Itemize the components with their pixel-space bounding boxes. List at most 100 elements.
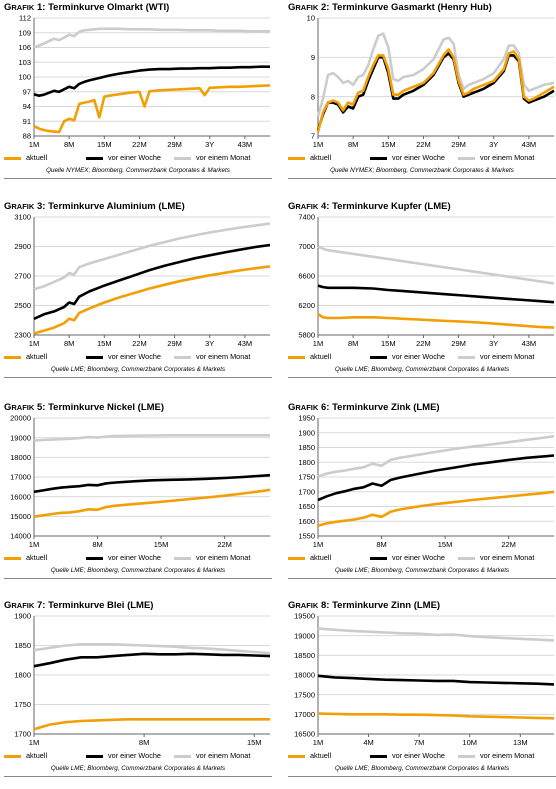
panel-divider xyxy=(288,776,556,777)
chart-source: Quelle LME; Bloomberg, Commerzbank Corpo… xyxy=(288,366,556,373)
chart-source: Quelle LME; Bloomberg, Commerzbank Corpo… xyxy=(4,765,272,772)
legend-swatch-month xyxy=(174,157,191,160)
x-tick-label: 43M xyxy=(522,339,537,348)
x-tick-label: 1M xyxy=(313,540,323,549)
x-tick-label: 29M xyxy=(167,339,182,348)
series-line-aktuell xyxy=(317,712,555,720)
y-tick-label: 3100 xyxy=(14,213,31,222)
chart-title: GRAFIK 1: Terminkurve Olmarkt (WTI) xyxy=(4,2,170,13)
chart-svg: 7 8 9 10 1M 8M 15M 22M 29M 3Y 43M xyxy=(307,14,555,149)
x-tick-label: 29M xyxy=(451,339,466,348)
y-tick-label: 88 xyxy=(23,132,31,141)
x-tick-label: 7M xyxy=(414,738,424,747)
legend-label: vor einem Monat xyxy=(196,153,251,162)
chart-title: GRAFIK 2: Terminkurve Gasmarkt (Henry Hu… xyxy=(288,2,492,13)
chart-source: Quelle LME; Bloomberg, Commerzbank Corpo… xyxy=(4,366,272,373)
x-tick-label: 15M xyxy=(381,140,396,149)
y-tick-label: 8 xyxy=(311,92,315,101)
source-text: LME; Bloomberg, Commerzbank Corporates &… xyxy=(354,366,510,373)
y-tick-label: 5800 xyxy=(298,331,315,340)
x-tick-label: 1M xyxy=(29,339,39,348)
series-line-vor-einem-monat xyxy=(316,32,555,117)
y-tick-label: 19000 xyxy=(10,433,31,442)
legend-label: aktuell xyxy=(310,153,332,162)
grafik-label: GRAFIK xyxy=(288,600,318,611)
x-tick-label: 15M xyxy=(97,140,112,149)
y-tick-label: 109 xyxy=(18,28,31,37)
chart-source: Quelle NYMEX; Bloomberg, Commerzbank Cor… xyxy=(4,167,272,174)
y-tick-label: 7400 xyxy=(298,213,315,222)
chart-number: 2 xyxy=(320,2,327,13)
legend-label: vor einer Woche xyxy=(108,553,161,562)
y-tick-label: 2300 xyxy=(14,331,31,340)
source-text: LME; Bloomberg, Commerzbank Corporates &… xyxy=(70,366,226,373)
y-tick-label: 1900 xyxy=(298,428,315,437)
x-tick-label: 29M xyxy=(167,140,182,149)
panel-divider xyxy=(4,578,272,579)
source-prefix: Quelle xyxy=(46,167,67,174)
x-tick-label: 1M xyxy=(313,339,323,348)
y-tick-label: 1850 xyxy=(14,641,31,650)
series-line-vor-einem-monat xyxy=(317,245,555,285)
chart-number: 5 xyxy=(36,402,43,413)
x-tick-label: 3Y xyxy=(489,140,498,149)
legend-swatch-week xyxy=(86,557,103,560)
legend-label: vor einer Woche xyxy=(392,352,445,361)
grafik-rest-letters: RAFIK xyxy=(11,3,35,12)
y-tick-label: 16500 xyxy=(294,730,315,739)
y-tick-label: 6600 xyxy=(298,272,315,281)
legend-label: vor einer Woche xyxy=(108,352,161,361)
chart-svg: 1700 1750 1800 1850 1900 1M 8M 15M xyxy=(14,612,271,747)
series-line-vor-einer-woche xyxy=(317,674,555,686)
chart-title-text: Terminkurve Nickel (LME) xyxy=(48,402,165,413)
chart-title-text: Terminkurve Kupfer (LME) xyxy=(332,201,451,212)
grafik-label: GRAFIK xyxy=(288,2,318,13)
chart-source: Quelle NYMEX; Bloomberg, Commerzbank Cor… xyxy=(288,167,556,174)
x-tick-label: 22M xyxy=(501,540,516,549)
legend-swatch-aktuell xyxy=(288,356,305,359)
y-tick-label: 18000 xyxy=(294,671,315,680)
legend-label: aktuell xyxy=(26,553,48,562)
chart-number: 7 xyxy=(36,600,43,611)
grafik-first-letter: G xyxy=(4,201,12,212)
x-tick-label: 29M xyxy=(451,140,466,149)
y-tick-label: 10 xyxy=(307,14,315,23)
legend-label: vor einer Woche xyxy=(392,153,445,162)
chart-title: GRAFIK 3: Terminkurve Aluminium (LME) xyxy=(4,201,185,212)
y-tick-label: 2700 xyxy=(14,272,31,281)
source-text: LME; Bloomberg, Commerzbank Corporates &… xyxy=(70,567,226,574)
grafik-rest-letters: RAFIK xyxy=(295,403,319,412)
chart-svg: 14000 15000 16000 17000 18000 19000 20000 1M 8M 1… xyxy=(10,414,271,549)
chart-title: GRAFIK 5: Terminkurve Nickel (LME) xyxy=(4,402,165,413)
x-tick-label: 8M xyxy=(376,540,386,549)
x-tick-label: 15M xyxy=(97,339,112,348)
y-tick-label: 112 xyxy=(19,14,31,23)
legend-swatch-week xyxy=(370,557,387,560)
source-text: LME; Bloomberg, Commerzbank Corporates &… xyxy=(354,765,510,772)
x-tick-label: 1M xyxy=(313,738,323,747)
x-tick-label: 3Y xyxy=(489,339,498,348)
source-prefix: Quelle xyxy=(334,765,355,772)
series-line-aktuell xyxy=(33,718,270,731)
legend-swatch-month xyxy=(458,356,475,359)
series-line-vor-einer-woche xyxy=(317,284,555,304)
source-text: NYMEX; Bloomberg, Commerzbank Corporates… xyxy=(66,167,230,174)
legend-swatch-aktuell xyxy=(288,157,305,160)
legend-label: aktuell xyxy=(26,352,48,361)
legend-label: vor einem Monat xyxy=(196,553,251,562)
x-tick-label: 1M xyxy=(313,140,323,149)
legend-swatch-month xyxy=(174,755,191,758)
x-tick-label: 13M xyxy=(513,738,528,747)
grafik-rest-letters: RAFIK xyxy=(295,202,319,211)
legend-swatch-month xyxy=(458,157,475,160)
legend-label: aktuell xyxy=(26,153,48,162)
series-line-vor-einer-woche xyxy=(33,243,271,320)
chart-panel-3: GRAFIK 3: Terminkurve Aluminium (LME) 230… xyxy=(4,201,272,389)
y-tick-label: 15000 xyxy=(10,512,31,521)
source-text: LME; Bloomberg, Commerzbank Corporates &… xyxy=(70,765,226,772)
x-tick-label: 8M xyxy=(139,738,149,747)
y-tick-label: 17500 xyxy=(294,690,315,699)
x-tick-label: 43M xyxy=(522,140,537,149)
series-line-vor-einem-monat xyxy=(33,27,270,49)
panel-divider xyxy=(288,178,556,179)
